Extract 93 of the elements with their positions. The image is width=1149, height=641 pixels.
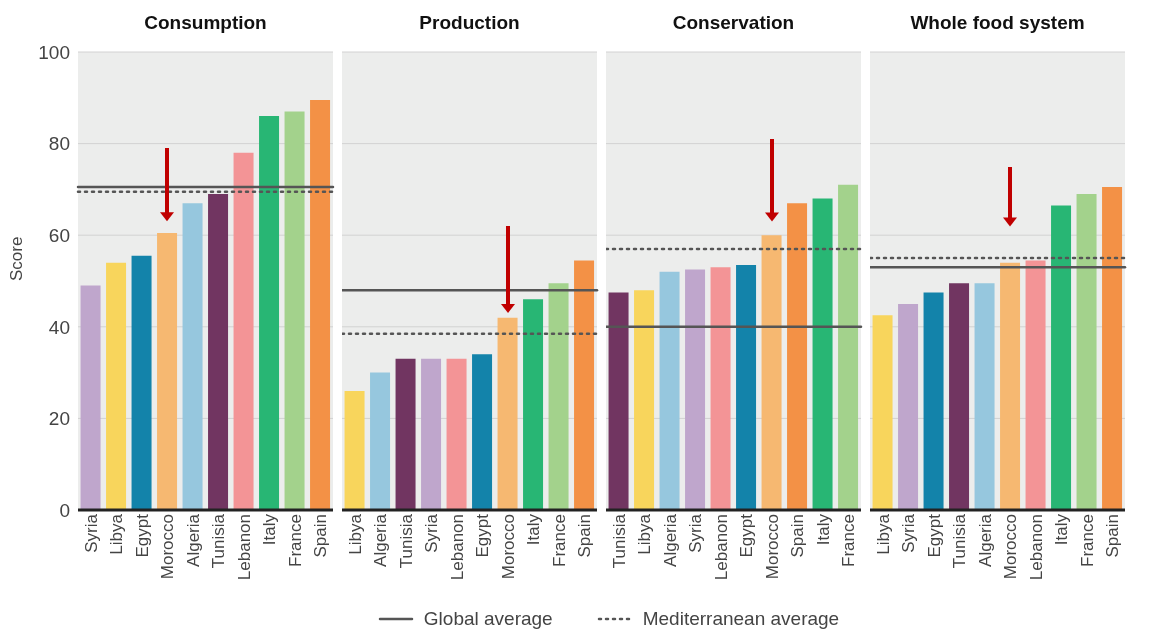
bar [80,285,101,510]
x-tick-label: Libya [873,513,893,555]
bar [1076,193,1097,510]
x-tick-label: Lebanon [1026,514,1046,581]
bar [608,292,629,510]
x-tick-label: Morocco [1001,514,1021,580]
y-tick-label: 20 [48,408,70,430]
bar [472,354,493,510]
x-tick-label: Egypt [132,513,152,558]
x-tick-label: Syria [81,513,101,553]
bar [761,235,782,510]
bar [949,283,970,510]
bar [1025,260,1046,510]
bar [259,116,280,510]
x-tick-label: Spain [575,514,595,558]
y-tick-label: 60 [48,224,70,246]
bar [370,372,391,510]
x-tick-label: Morocco [158,514,178,580]
bar [974,283,995,510]
x-tick-label: Egypt [737,513,757,558]
x-tick-label: Algeria [183,513,203,567]
x-tick-label: Libya [635,513,655,555]
bar [310,100,331,510]
bar [736,264,757,510]
bar [923,292,944,510]
bar [523,299,544,510]
bar [1000,262,1021,510]
chart-title: Whole food system [909,11,1086,35]
bar [812,198,833,510]
bar [395,358,416,510]
y-axis-title: Score [7,236,27,281]
x-tick-label: France [1077,514,1097,567]
x-tick-label: Tunisia [396,513,416,569]
y-tick-label: 40 [48,316,70,338]
x-tick-label: Syria [422,513,442,553]
bar [710,267,731,510]
chart-title: Conservation [671,11,796,35]
legend-label: Mediterranean average [642,608,840,630]
bar [898,303,919,510]
bar [497,317,518,510]
x-tick-label: Algeria [371,513,391,567]
x-tick-label: Lebanon [711,514,731,581]
chart-title: Consumption [143,11,268,35]
legend-label: Global average [423,608,553,630]
x-tick-label: Algeria [975,513,995,567]
bar [421,358,442,510]
y-tick-label: 100 [38,41,70,63]
x-tick-label: Libya [107,513,127,555]
bar [872,315,893,510]
bar [182,203,203,510]
bar [233,152,254,510]
bar [685,269,706,510]
bar [446,358,467,510]
bar [284,111,305,510]
x-tick-label: Italy [260,513,280,546]
x-tick-label: Tunisia [209,513,229,569]
x-tick-label: Morocco [498,514,518,580]
bar [838,184,859,510]
x-tick-label: Tunisia [950,513,970,569]
bar [548,283,569,510]
bar [106,262,127,510]
bar [208,193,229,510]
bar [1051,205,1072,510]
x-tick-label: Lebanon [447,514,467,581]
x-tick-label: Morocco [762,514,782,580]
bar [157,232,178,510]
bar [344,390,365,510]
chart-title: Production [418,11,521,35]
bar [574,260,595,510]
x-tick-label: Algeria [660,513,680,567]
bar [659,271,680,510]
x-tick-label: Syria [686,513,706,553]
x-tick-label: France [839,514,859,567]
bar [1102,187,1123,510]
x-tick-label: France [549,514,569,567]
x-tick-label: Tunisia [609,513,629,569]
x-tick-label: Italy [813,513,833,546]
y-tick-label: 0 [59,499,70,521]
x-tick-label: Spain [1103,514,1123,558]
y-tick-label: 80 [48,133,70,155]
x-tick-label: Egypt [924,513,944,558]
x-tick-label: Libya [345,513,365,555]
x-tick-label: Spain [788,514,808,558]
bar [787,203,808,510]
x-tick-label: Syria [899,513,919,553]
x-tick-label: France [285,514,305,567]
x-tick-label: Egypt [473,513,493,558]
bar [131,255,152,510]
x-tick-label: Italy [524,513,544,546]
x-tick-label: Spain [311,514,331,558]
bar [634,290,655,510]
x-tick-label: Lebanon [234,514,254,581]
x-tick-label: Italy [1052,513,1072,546]
